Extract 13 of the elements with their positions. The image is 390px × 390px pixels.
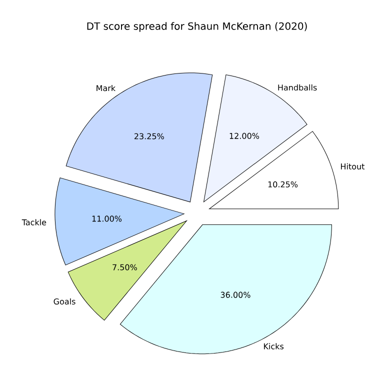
data-label: 23.25%	[134, 133, 164, 140]
slice-label: Hitout	[341, 163, 365, 170]
data-label: 12.00%	[230, 132, 260, 139]
slice-label: Mark	[96, 84, 116, 92]
slice-label: Tackle	[22, 219, 46, 226]
slice-label: Goals	[54, 298, 76, 305]
data-label: 36.00%	[220, 292, 250, 298]
data-label: 10.25%	[268, 181, 298, 188]
data-label: 7.50%	[112, 264, 137, 270]
data-label: 11.00%	[92, 216, 122, 222]
chart-title: DT score spread for Shaun McKernan (2020)	[87, 22, 307, 32]
slice-label: Kicks	[264, 343, 284, 350]
slice-label: Handballs	[278, 84, 317, 91]
